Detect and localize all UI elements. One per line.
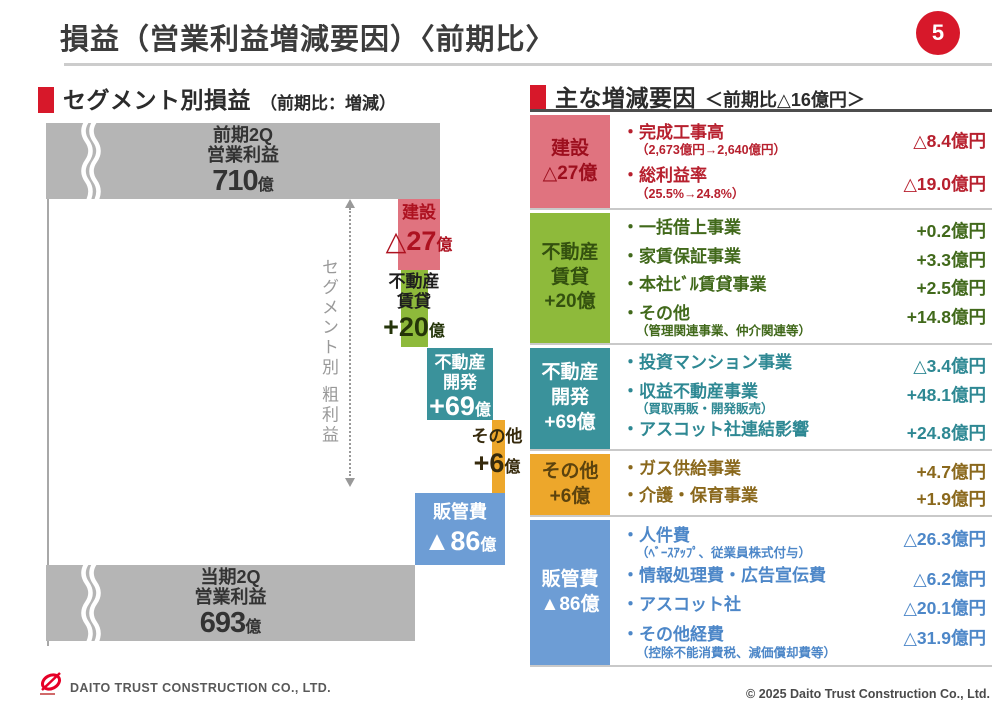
start-bar-value: 710億 xyxy=(212,164,274,197)
page-number-badge: 5 xyxy=(916,11,960,55)
page-title: 損益（営業利益増減要因）〈前期比〉 xyxy=(60,24,556,56)
development-step-label-line1: 不動産 xyxy=(434,353,486,372)
gross-profit-arrow-line xyxy=(349,208,351,476)
waterfall-bar-construction xyxy=(398,199,440,270)
gross-profit-arrow-top xyxy=(345,199,355,208)
right-section-title: 主な増減要因 xyxy=(555,85,696,111)
waterfall-bar-other xyxy=(492,420,505,493)
row-content: ・一括借上事業 +0.2億円 ・家賃保証事業 +3.3億円 ・本社ﾋﾞﾙ賃貸事業… xyxy=(610,213,992,343)
row-content: ・完成工事高 （2,673億円→2,640億円） △8.4億円 ・総利益率 （25.… xyxy=(610,115,992,208)
table-row-other: その他 +6億 ・ガス供給事業 +4.7億円 ・介護・保育事業 +1.9億円 xyxy=(530,454,992,517)
factor-item: ・介護・保育事業 +1.9億円 xyxy=(622,486,986,510)
waterfall-bar-development xyxy=(427,348,493,420)
table-row-construction: 建設 △27億 ・完成工事高 （2,673億円→2,640億円） △8.4億円 ・… xyxy=(530,115,992,210)
company-logo-icon xyxy=(40,672,62,695)
red-square-bullet xyxy=(38,87,54,113)
waterfall-start-bar: 前期2Q 営業利益 710億 xyxy=(46,123,440,199)
left-section-title: セグメント別損益 xyxy=(63,87,251,113)
company-name: DAITO TRUST CONSTRUCTION CO., LTD. xyxy=(70,681,332,695)
waterfall-bar-rental xyxy=(401,270,428,347)
factor-item: ・総利益率 （25.5%→24.8%） △19.0億円 xyxy=(622,166,986,201)
construction-step-delta: △27億 xyxy=(385,226,453,256)
left-section-note: （前期比：増減） xyxy=(260,94,396,113)
waterfall-end-bar: 当期2Q 営業利益 693億 xyxy=(46,565,415,641)
end-bar-value: 693億 xyxy=(199,606,262,639)
factor-item: ・アスコット社連結影響 +24.8億円 xyxy=(622,419,986,443)
table-row-rental: 不動産 賃貸 +20億 ・一括借上事業 +0.2億円 ・家賃保証事業 +3.3億… xyxy=(530,213,992,345)
right-section-header: 主な増減要因 ＜前期比△16億円＞ xyxy=(530,79,865,113)
other-step-label: その他 xyxy=(471,427,523,446)
development-step-label-line2: 開発 xyxy=(443,373,477,392)
rental-step-label-line2: 賃貸 xyxy=(397,292,431,311)
sga-step-delta: ▲86億 xyxy=(423,526,497,556)
red-square-bullet xyxy=(530,85,546,111)
factor-item: ・ガス供給事業 +4.7億円 xyxy=(622,458,986,482)
title-divider xyxy=(64,63,992,66)
left-section-header: セグメント別損益 （前期比：増減） xyxy=(38,81,396,115)
factor-item: ・人件費 （ﾍﾞｰｽｱｯﾌﾟ、従業員株式付与） △26.3億円 xyxy=(622,525,986,561)
gross-profit-arrow-bottom xyxy=(345,478,355,487)
factor-item: ・一括借上事業 +0.2億円 xyxy=(622,218,986,242)
row-label: 販管費 ▲86億 xyxy=(530,520,610,665)
factor-item: ・投資マンション事業 △3.4億円 xyxy=(622,353,986,377)
factor-item: ・情報処理費・広告宣伝費 △6.2億円 xyxy=(622,565,986,589)
row-content: ・投資マンション事業 △3.4億円 ・収益不動産事業 （買取再販・開発販売） +4… xyxy=(610,348,992,449)
axis-break-wave xyxy=(81,565,101,641)
waterfall-bar-sga xyxy=(415,493,505,565)
factor-item: ・アスコット社 △20.1億円 xyxy=(622,595,986,619)
factor-item: ・その他経費 （控除不能消費税、減価償却費等） △31.9億円 xyxy=(622,625,986,660)
row-label: 不動産 開発 +69億 xyxy=(530,348,610,449)
factor-item: ・本社ﾋﾞﾙ賃貸事業 +2.5億円 xyxy=(622,275,986,299)
table-row-development: 不動産 開発 +69億 ・投資マンション事業 △3.4億円 ・収益不動産事業 （買… xyxy=(530,348,992,451)
factors-table: 建設 △27億 ・完成工事高 （2,673億円→2,640億円） △8.4億円 ・… xyxy=(530,115,992,670)
end-bar-text: 当期2Q 営業利益 693億 xyxy=(194,566,267,639)
axis-break-wave xyxy=(81,123,101,199)
factor-item: ・その他 （管理関連事業、仲介関連等） +14.8億円 xyxy=(622,304,986,339)
factor-item: ・完成工事高 （2,673億円→2,640億円） △8.4億円 xyxy=(622,122,986,158)
construction-step-label: 建設 xyxy=(402,203,436,222)
other-step-delta: +6億 xyxy=(473,448,521,478)
sga-step-label: 販管費 xyxy=(433,502,487,522)
factor-item: ・収益不動産事業 （買取再販・開発販売） +48.1億円 xyxy=(622,381,986,416)
row-label: その他 +6億 xyxy=(530,454,610,515)
table-row-sga: 販管費 ▲86億 ・人件費 （ﾍﾞｰｽｱｯﾌﾟ、従業員株式付与） △26.3億円 … xyxy=(530,520,992,667)
row-content: ・人件費 （ﾍﾞｰｽｱｯﾌﾟ、従業員株式付与） △26.3億円 ・情報処理費・広告… xyxy=(610,520,992,665)
rental-step-label-line1: 不動産 xyxy=(388,272,440,291)
start-bar-text: 前期2Q 営業利益 710億 xyxy=(207,124,279,197)
development-step-delta: +69億 xyxy=(429,391,491,421)
gross-profit-axis-label: セグメント別 粗利益 xyxy=(319,258,338,446)
row-content: ・ガス供給事業 +4.7億円 ・介護・保育事業 +1.9億円 xyxy=(610,454,992,515)
row-label: 建設 △27億 xyxy=(530,115,610,208)
copyright-text: © 2025 Daito Trust Construction Co., Ltd… xyxy=(746,687,990,701)
factor-item: ・家賃保証事業 +3.3億円 xyxy=(622,246,986,270)
right-section-divider xyxy=(530,109,992,112)
chart-axis-line xyxy=(47,199,49,646)
right-section-note: ＜前期比△16億円＞ xyxy=(705,90,865,110)
rental-step-delta: +20億 xyxy=(383,312,445,342)
row-label: 不動産 賃貸 +20億 xyxy=(530,213,610,343)
